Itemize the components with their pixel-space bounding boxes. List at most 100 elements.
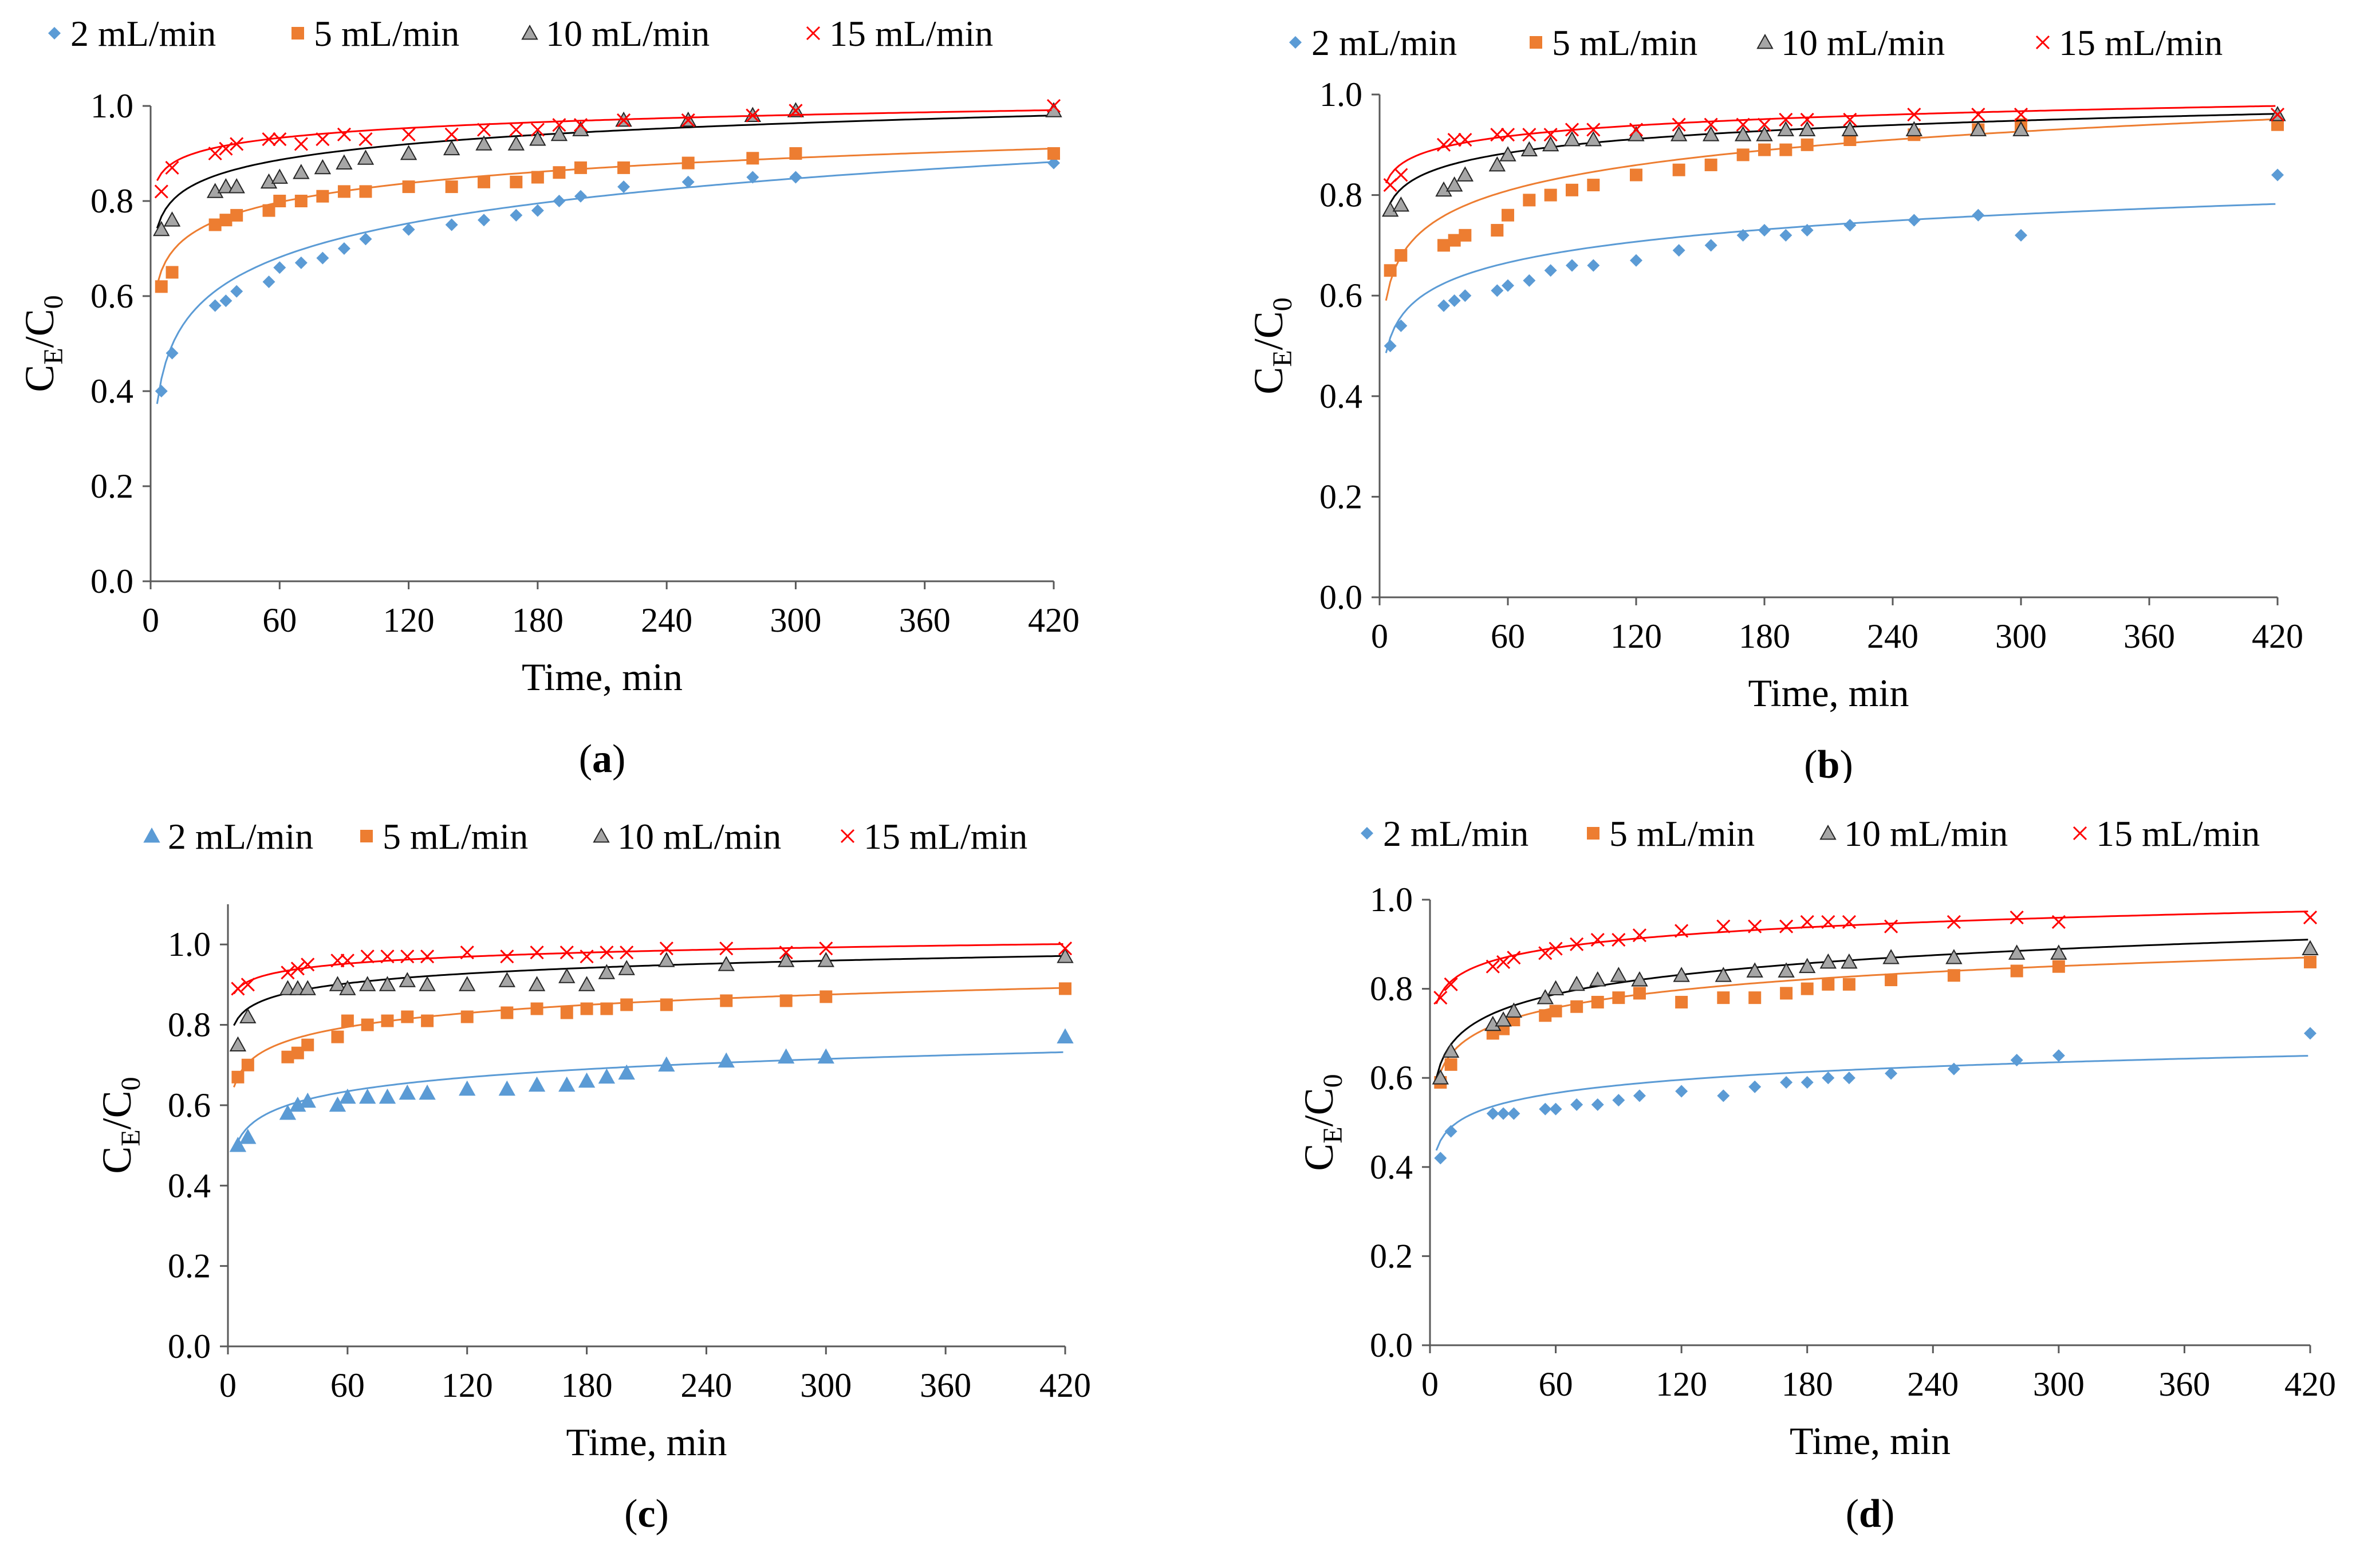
data-point bbox=[1495, 1011, 1512, 1027]
x-tick-label: 360 bbox=[2123, 617, 2175, 655]
data-point bbox=[445, 218, 458, 231]
data-point bbox=[316, 132, 330, 147]
data-point bbox=[789, 147, 802, 160]
data-point bbox=[580, 950, 594, 964]
data-point bbox=[273, 132, 287, 147]
legend-marker bbox=[143, 827, 160, 843]
data-point bbox=[460, 1010, 474, 1023]
data-point bbox=[294, 195, 308, 207]
x-axis-label: Time, min bbox=[566, 1420, 727, 1464]
data-point bbox=[2270, 108, 2285, 122]
data-point bbox=[530, 945, 544, 960]
chart-panel-b: 0 60 120 180 240 300 360 420 0.0 0.2 0.4 0.6 0.8 1.0 T… bbox=[1178, 0, 2356, 787]
fit-curve bbox=[233, 955, 1063, 1026]
legend-label: 15 mL/min bbox=[2059, 22, 2223, 63]
data-point bbox=[2052, 960, 2065, 973]
data-point bbox=[574, 161, 587, 174]
data-point bbox=[290, 962, 305, 976]
fit-curve bbox=[1435, 911, 2308, 1004]
data-point bbox=[1631, 971, 1648, 987]
data-point bbox=[239, 1008, 257, 1023]
fit-curve bbox=[233, 1051, 1063, 1152]
data-point bbox=[1907, 108, 1921, 122]
y-tick-label: 0.8 bbox=[1319, 176, 1362, 214]
chart-svg-d: 0 60 120 180 240 300 360 420 0.0 0.2 0.4 0.6 0.8 1.0 T… bbox=[1296, 813, 2336, 1536]
x-tick-label: 180 bbox=[1739, 617, 1790, 655]
data-point bbox=[379, 1088, 396, 1104]
data-point bbox=[819, 941, 833, 956]
data-point bbox=[1587, 259, 1600, 272]
data-point bbox=[1672, 117, 1686, 132]
y-tick-label: 0.0 bbox=[168, 1327, 211, 1365]
x-tick-label: 0 bbox=[142, 601, 159, 639]
fit-curve bbox=[1385, 203, 2276, 353]
data-point bbox=[507, 135, 525, 151]
y-tick-label: 0.4 bbox=[168, 1167, 211, 1204]
data-point bbox=[510, 175, 523, 188]
data-point bbox=[2271, 168, 2284, 182]
data-point bbox=[720, 994, 733, 1007]
data-point bbox=[1394, 168, 1408, 182]
legend-label: 5 mL/min bbox=[1609, 813, 1755, 854]
series-2-ml-min bbox=[229, 1028, 1074, 1152]
x-axis-label: Time, min bbox=[1790, 1419, 1951, 1463]
data-point bbox=[2008, 944, 2026, 960]
data-point bbox=[231, 1070, 245, 1084]
data-point bbox=[1442, 1042, 1460, 1058]
legend-marker bbox=[593, 827, 610, 843]
data-point bbox=[560, 945, 574, 960]
data-point bbox=[241, 978, 255, 992]
data-point bbox=[262, 132, 276, 147]
y-tick-label: 0.6 bbox=[90, 277, 133, 315]
data-point bbox=[229, 1137, 247, 1152]
y-tick-label: 0.0 bbox=[1370, 1326, 1413, 1364]
data-point bbox=[419, 976, 436, 991]
data-point bbox=[1801, 982, 1814, 995]
data-point bbox=[1486, 959, 1500, 974]
data-point bbox=[314, 159, 332, 175]
data-point bbox=[475, 135, 493, 151]
data-point bbox=[402, 223, 415, 236]
y-tick-label: 0.2 bbox=[1319, 478, 1362, 515]
data-point bbox=[2012, 121, 2030, 136]
y-tick-label: 0.4 bbox=[1370, 1148, 1413, 1186]
data-point bbox=[719, 941, 734, 956]
data-point bbox=[379, 976, 396, 991]
data-point bbox=[361, 1018, 374, 1031]
legend-marker bbox=[840, 829, 855, 844]
data-point bbox=[400, 950, 415, 964]
data-point bbox=[1843, 112, 1857, 127]
fit-curve bbox=[156, 115, 1052, 229]
data-point bbox=[1589, 971, 1606, 987]
x-tick-label: 420 bbox=[1028, 601, 1079, 639]
chart-svg-a: 0 60 120 180 240 300 360 420 0.0 0.2 0.4 0.6 0.8 1.0 T… bbox=[17, 13, 1079, 781]
data-point bbox=[658, 952, 675, 967]
data-point bbox=[1777, 121, 1795, 136]
data-point bbox=[1394, 249, 1408, 262]
data-point bbox=[500, 950, 514, 964]
series-2-ml-min bbox=[1434, 1027, 2316, 1165]
data-point bbox=[777, 952, 795, 967]
data-point bbox=[279, 980, 297, 995]
data-point bbox=[510, 208, 523, 222]
data-point bbox=[358, 976, 376, 991]
data-point bbox=[217, 178, 235, 194]
data-point bbox=[1444, 1058, 1457, 1071]
legend-label: 15 mL/min bbox=[829, 13, 993, 54]
data-point bbox=[1570, 937, 1584, 951]
data-point bbox=[476, 123, 491, 137]
data-point bbox=[2302, 940, 2319, 955]
x-tick-label: 120 bbox=[1610, 617, 1662, 655]
data-point bbox=[1459, 289, 1472, 302]
fit-curve bbox=[233, 943, 1063, 995]
data-point bbox=[600, 945, 614, 960]
data-point bbox=[1633, 987, 1646, 1000]
data-point bbox=[401, 1010, 414, 1023]
data-point bbox=[239, 1128, 257, 1144]
x-tick-label: 420 bbox=[2284, 1365, 2336, 1403]
data-point bbox=[2271, 118, 2284, 131]
x-tick-label: 180 bbox=[512, 601, 564, 639]
data-point bbox=[399, 972, 416, 987]
x-tick-label: 120 bbox=[1656, 1365, 1707, 1403]
data-point bbox=[1507, 951, 1521, 965]
